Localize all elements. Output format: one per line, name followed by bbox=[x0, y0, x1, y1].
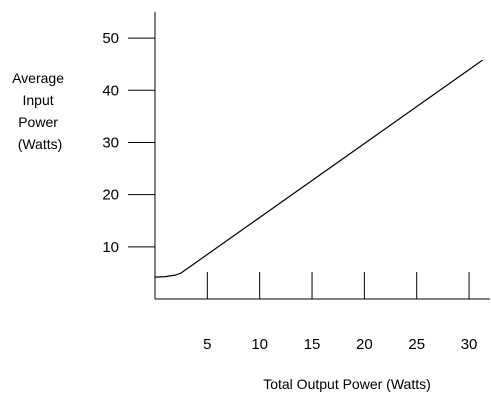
y-tick-label: 40 bbox=[102, 82, 119, 99]
y-axis-title-line: Power bbox=[18, 114, 58, 130]
chart-series bbox=[154, 59, 484, 278]
x-tick-label: 20 bbox=[356, 336, 373, 353]
x-tick-label: 30 bbox=[461, 336, 478, 353]
y-tick-label: 10 bbox=[102, 239, 119, 256]
chart-ticks: 10 20 30 40 50 5 10 15 20 25 30 bbox=[102, 30, 477, 353]
y-tick-label: 20 bbox=[102, 187, 119, 204]
chart-axes bbox=[154, 12, 490, 300]
y-tick-label: 30 bbox=[102, 134, 119, 151]
y-axis-title-line: (Watts) bbox=[18, 136, 63, 152]
x-tick-label: 15 bbox=[304, 336, 321, 353]
series-line bbox=[154, 59, 484, 278]
chart-labels: Total Output Power (Watts) Average Input… bbox=[12, 70, 431, 392]
y-axis-title: Average Input Power (Watts) bbox=[12, 70, 68, 152]
x-tick-label: 5 bbox=[203, 336, 211, 353]
x-tick-label: 25 bbox=[408, 336, 425, 353]
y-axis-title-line: Input bbox=[22, 92, 53, 108]
x-tick-label: 10 bbox=[251, 336, 268, 353]
y-axis-title-line: Average bbox=[12, 70, 64, 86]
x-axis-title: Total Output Power (Watts) bbox=[263, 376, 431, 392]
y-tick-label: 50 bbox=[102, 30, 119, 47]
